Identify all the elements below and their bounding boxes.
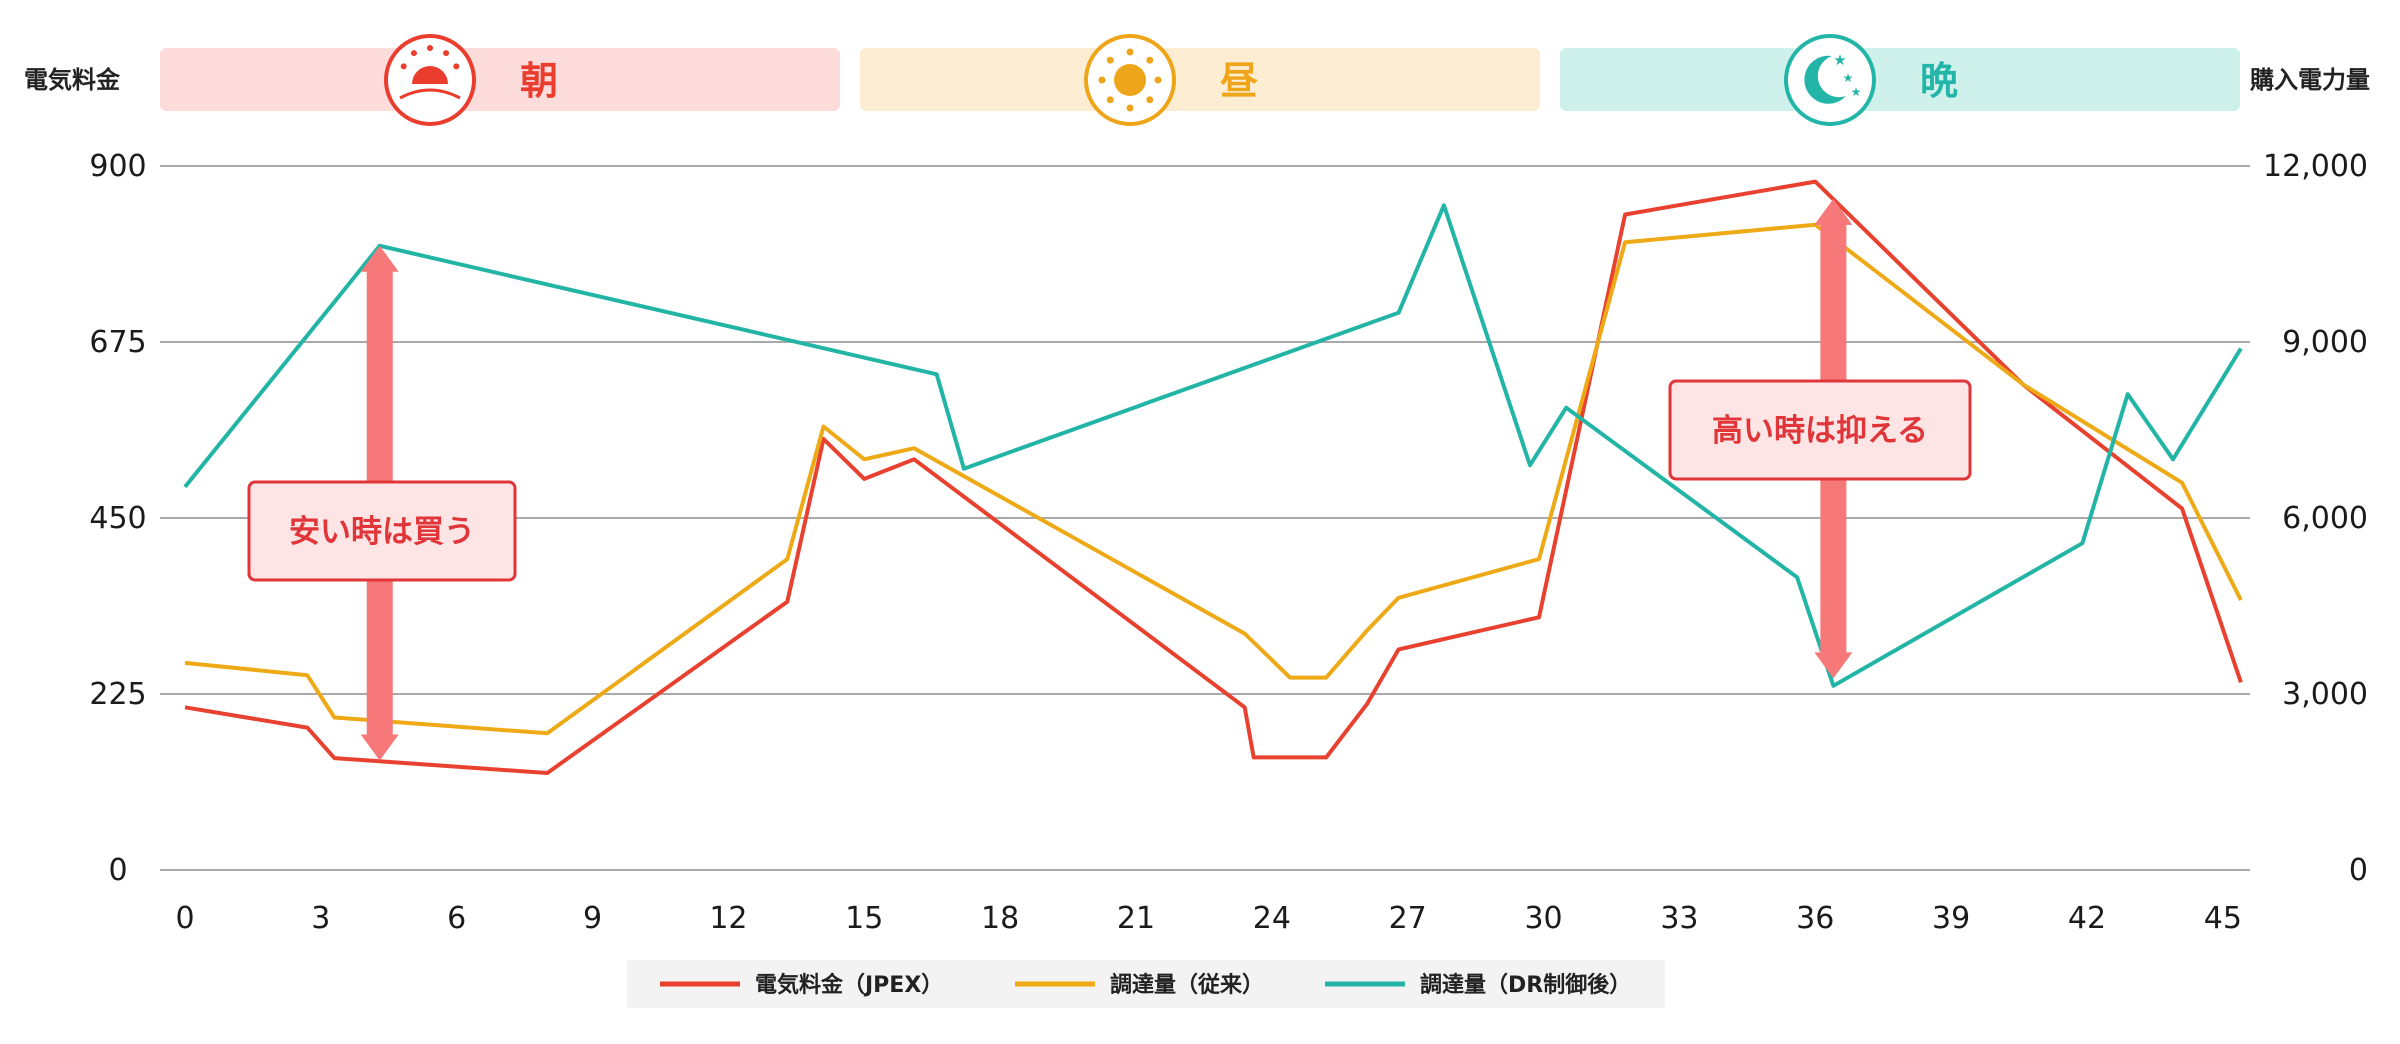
x-tick-label: 27 (1389, 901, 1427, 936)
x-tick-label: 15 (845, 901, 883, 936)
svg-text:★: ★ (1843, 71, 1854, 85)
band-background (1560, 48, 2240, 111)
x-tick-label: 42 (2068, 901, 2106, 936)
x-tick-label: 45 (2204, 901, 2242, 936)
left-tick-label: 0 (108, 853, 127, 888)
legend-label-conventional: 調達量（従来） (1110, 972, 1264, 998)
left-tick-label: 450 (89, 501, 146, 536)
x-tick-label: 30 (1524, 901, 1562, 936)
sun-icon (1084, 34, 1176, 126)
right-tick-label: 9,000 (2282, 325, 2368, 360)
band-label: 昼 (1220, 59, 1258, 103)
x-tick-label: 6 (447, 901, 466, 936)
time-band: 昼 (860, 34, 1540, 126)
x-tick-label: 21 (1117, 901, 1155, 936)
x-axis: 0 3 6 9 12 15 18 21 24 27 30 33 36 39 42 45 (175, 901, 2241, 936)
x-tick-label: 24 (1253, 901, 1291, 936)
right-axis: 0 3,000 6,000 9,000 12,000 (2263, 149, 2368, 888)
annotation-label: 安い時は買う (289, 514, 475, 550)
annotation: 安い時は買う (247, 245, 517, 761)
right-axis-label: 購入電力量 (2250, 66, 2370, 94)
annotation-box (1668, 379, 1972, 481)
left-axis: 0 225 450 675 900 (89, 149, 146, 888)
band-background (160, 48, 840, 111)
svg-text:★: ★ (1851, 85, 1862, 99)
x-tick-label: 9 (583, 901, 602, 936)
legend: 電気料金（JPEX） 調達量（従来） 調達量（DR制御後） (627, 960, 1665, 1008)
x-tick-label: 39 (1932, 901, 1970, 936)
sunrise-icon (384, 34, 476, 126)
band-background (860, 48, 1540, 111)
legend-background (627, 960, 1665, 1008)
time-band: 朝 (160, 34, 840, 126)
x-tick-label: 3 (311, 901, 330, 936)
annotation: 高い時は抑える (1668, 198, 1972, 679)
x-tick-label: 0 (175, 901, 194, 936)
right-tick-label: 3,000 (2282, 677, 2368, 712)
left-tick-label: 900 (89, 149, 146, 184)
x-tick-label: 36 (1796, 901, 1834, 936)
legend-label-dr: 調達量（DR制御後） (1420, 972, 1631, 998)
legend-label-jpex: 電気料金（JPEX） (755, 972, 943, 998)
series-line-0 (184, 179, 2243, 775)
series-line-2 (183, 203, 2243, 688)
right-tick-label: 12,000 (2263, 149, 2368, 184)
left-axis-label: 電気料金 (24, 66, 121, 94)
gridlines (160, 165, 2250, 871)
x-tick-label: 18 (981, 901, 1019, 936)
annotation-label: 高い時は抑える (1712, 413, 1928, 449)
band-label: 朝 (520, 59, 558, 103)
left-tick-label: 225 (89, 677, 146, 712)
right-tick-label: 0 (2349, 853, 2368, 888)
svg-text:★: ★ (1833, 51, 1846, 69)
annotation-box (247, 480, 517, 582)
annotation-group: 安い時は買う 高い時は抑える (247, 198, 1972, 761)
right-tick-label: 6,000 (2282, 501, 2368, 536)
moon-stars-icon: ★★★ (1784, 34, 1876, 126)
x-tick-label: 33 (1660, 901, 1698, 936)
time-band-group: 朝昼 ★★★ 晩 (160, 34, 2240, 126)
band-label: 晩 (1920, 59, 1958, 103)
left-tick-label: 675 (89, 325, 146, 360)
x-tick-label: 12 (709, 901, 747, 936)
time-band: ★★★ 晩 (1560, 34, 2240, 126)
